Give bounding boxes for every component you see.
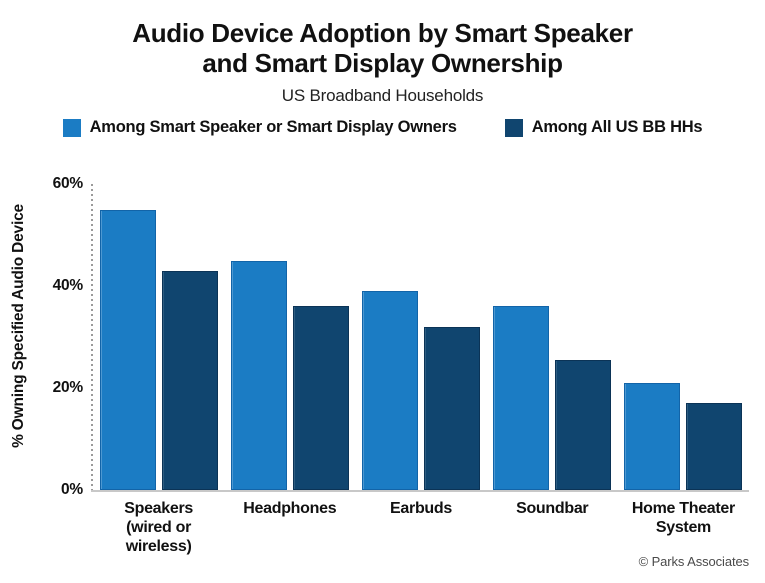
x-axis-category-label-5: Home Theater System xyxy=(631,500,735,536)
bar-series-1-category-5[interactable] xyxy=(624,382,681,490)
bar-series-1-category-1[interactable] xyxy=(99,209,156,490)
y-axis-tick-labels: 60% 40% 20% 0% xyxy=(34,160,88,498)
legend-item-series-1[interactable]: Among Smart Speaker or Smart Display Own… xyxy=(62,118,457,137)
bar-series-1-category-3[interactable] xyxy=(362,291,418,490)
x-axis-category-label-3: Earbuds xyxy=(390,500,452,517)
bar-series-2-category-1[interactable] xyxy=(161,270,218,490)
chart-title: Audio Device Adoption by Smart Speaker a… xyxy=(132,18,633,79)
y-axis-tick-3: 0% xyxy=(60,481,83,498)
bar-group xyxy=(487,160,618,490)
x-axis-baseline xyxy=(91,490,749,492)
bar-group xyxy=(224,160,355,490)
bar-series-2-category-4[interactable] xyxy=(555,359,612,490)
title-block: Audio Device Adoption by Smart Speaker a… xyxy=(0,18,765,106)
plot-area: % Owning Specified Audio Device 60% 40% 20… xyxy=(0,160,765,505)
y-axis-title: % Owning Specified Audio Device xyxy=(6,160,32,492)
y-axis-title-text: % Owning Specified Audio Device xyxy=(10,204,28,448)
x-axis-category-label-2: Headphones xyxy=(243,500,337,517)
bar-groups xyxy=(93,160,749,490)
legend-swatch-icon-series-2 xyxy=(504,118,523,137)
chart-legend: Among Smart Speaker or Smart Display Own… xyxy=(0,118,765,137)
bar-group xyxy=(618,160,749,490)
bar-series-1-category-2[interactable] xyxy=(230,260,287,490)
attribution-text: © Parks Associates xyxy=(638,554,749,569)
bar-series-1-category-4[interactable] xyxy=(493,306,550,490)
bar-series-2-category-2[interactable] xyxy=(292,306,349,490)
legend-swatch-icon-series-1 xyxy=(62,118,81,137)
bar-series-2-category-5[interactable] xyxy=(686,403,743,490)
legend-label-series-2: Among All US BB HHs xyxy=(531,118,703,136)
legend-item-series-2[interactable]: Among All US BB HHs xyxy=(504,118,703,137)
y-axis-tick-1: 40% xyxy=(52,277,84,294)
y-axis-tick-2: 20% xyxy=(52,379,84,396)
chart-subtitle: US Broadband Households xyxy=(281,86,484,106)
x-axis-category-labels: Speakers (wired or wireless) Headphones Ea… xyxy=(93,500,749,557)
bar-series-2-category-3[interactable] xyxy=(424,326,480,490)
x-axis-category-label-1: Speakers (wired or wireless) xyxy=(124,500,193,555)
y-axis-tick-0: 60% xyxy=(52,175,84,192)
x-axis-category-label-4: Soundbar xyxy=(516,500,589,517)
bar-group xyxy=(93,160,224,490)
y-axis-line xyxy=(91,184,93,492)
legend-label-series-1: Among Smart Speaker or Smart Display Own… xyxy=(89,118,457,136)
bar-group xyxy=(355,160,486,490)
